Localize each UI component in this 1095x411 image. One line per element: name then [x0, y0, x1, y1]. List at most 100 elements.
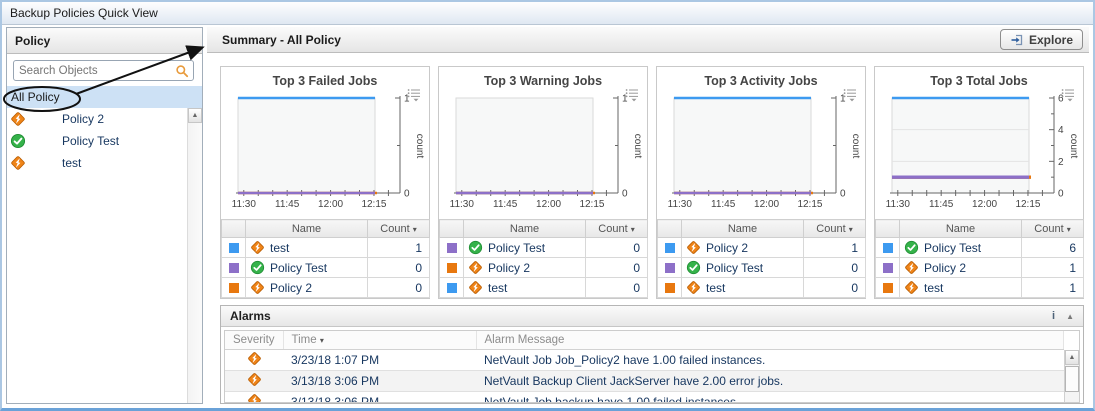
legend-name-header[interactable]: Name — [245, 219, 368, 238]
legend-row-policy-test[interactable]: Policy Test 0 — [439, 237, 648, 258]
chart-menu-icon[interactable] — [843, 88, 858, 102]
legend-name-cell: Policy Test — [899, 237, 1022, 258]
sidebar-item-label: Policy Test — [62, 134, 120, 148]
legend-row-policy-test[interactable]: Policy Test 0 — [221, 257, 430, 278]
card-title: Top 3 Warning Jobs — [483, 74, 603, 88]
policy-warning-icon — [247, 393, 261, 402]
alarms-col-time[interactable]: Time ▾ — [283, 331, 477, 350]
legend-row-policy-test[interactable]: Policy Test 6 — [875, 237, 1084, 258]
legend-name-cell: test — [463, 277, 586, 298]
card-top-3-warning-jobs: Top 3 Warning Jobs 11:30 11:45 12:00 12:15 0 1… — [438, 66, 648, 299]
svg-text:1: 1 — [840, 94, 846, 105]
svg-text:count: count — [632, 134, 643, 159]
series-color-swatch — [446, 283, 457, 294]
card-top-3-total-jobs: Top 3 Total Jobs 11:30 11:45 12:00 12:15 0 2 4 6… — [874, 66, 1084, 299]
legend-name-cell: Policy 2 — [899, 257, 1022, 278]
legend-count-cell: 0 — [585, 257, 648, 278]
legend-swatch-cell — [657, 237, 682, 258]
alarm-row[interactable]: 3/13/18 3:06 PM NetVault Job backup have … — [225, 391, 1064, 402]
legend-swatch-cell — [657, 277, 682, 298]
alarms-col-message[interactable]: Alarm Message — [476, 331, 1064, 350]
card-legend-table: Name Count ▾ Policy Test 0 Policy 2 0 test 0 — [439, 219, 648, 298]
legend-count-cell: 0 — [803, 257, 866, 278]
legend-header-row: Name Count ▾ — [875, 219, 1084, 238]
sidebar-item-policy-test[interactable]: Policy Test — [7, 130, 202, 152]
svg-text:count: count — [414, 134, 425, 159]
policy-warning-icon — [905, 281, 918, 294]
search-row — [7, 54, 202, 86]
legend-count-cell: 0 — [367, 257, 430, 278]
legend-count-header[interactable]: Count ▾ — [803, 219, 866, 238]
sidebar-scrollbar[interactable]: ▲ — [187, 108, 202, 403]
card-title: Top 3 Activity Jobs — [704, 74, 818, 88]
series-color-swatch — [228, 243, 239, 254]
alarms-scrollbar-up-arrow-icon[interactable]: ▲ — [1065, 350, 1079, 365]
chart-top-3-failed-jobs: 11:30 11:45 12:00 12:15 0 1 count — [232, 94, 425, 211]
policy-warning-icon — [11, 112, 25, 126]
sidebar-item-policy-2[interactable]: Policy 2 — [7, 108, 202, 130]
svg-text:6: 6 — [1058, 94, 1064, 105]
svg-text:11:45: 11:45 — [275, 199, 300, 210]
legend-row-test[interactable]: test 0 — [439, 277, 648, 298]
legend-name-header[interactable]: Name — [899, 219, 1022, 238]
legend-swatch-cell — [221, 277, 246, 298]
search-input[interactable] — [13, 60, 194, 81]
series-color-swatch — [446, 263, 457, 274]
legend-count-cell: 1 — [1021, 277, 1084, 298]
top-jobs-cards-row: Top 3 Failed Jobs 11:30 11:45 12:00 12:15 0 1 c… — [207, 53, 1089, 299]
scrollbar-up-arrow-icon[interactable]: ▲ — [188, 108, 202, 123]
alarms-col-severity[interactable]: Severity — [225, 331, 284, 350]
legend-row-test[interactable]: test 1 — [875, 277, 1084, 298]
explore-button-label: Explore — [1028, 32, 1073, 47]
legend-swatch-cell — [439, 257, 464, 278]
legend-count-header[interactable]: Count ▾ — [585, 219, 648, 238]
alarm-row[interactable]: 3/23/18 1:07 PM NetVault Job Job_Policy2 … — [225, 349, 1064, 371]
svg-text:11:30: 11:30 — [232, 199, 257, 210]
legend-header-row: Name Count ▾ — [439, 219, 648, 238]
alarms-scrollbar[interactable]: ▲ — [1064, 350, 1079, 402]
sidebar-item-test[interactable]: test — [7, 152, 202, 174]
svg-text:11:30: 11:30 — [668, 199, 693, 210]
search-icon[interactable] — [175, 64, 189, 78]
alarms-table-container: Severity Time ▾ Alarm Message 3/23/18 1:… — [224, 330, 1080, 403]
policy-warning-icon — [469, 261, 482, 274]
collapse-icon[interactable]: ▲ — [1066, 311, 1074, 321]
policy-warning-icon — [247, 372, 261, 386]
legend-row-test[interactable]: test 0 — [657, 277, 866, 298]
tree-item-all-policy[interactable]: All Policy — [7, 86, 202, 108]
series-color-swatch — [882, 283, 893, 294]
legend-row-policy-test[interactable]: Policy Test 0 — [657, 257, 866, 278]
legend-row-test[interactable]: test 1 — [221, 237, 430, 258]
chart-menu-icon[interactable] — [1061, 88, 1076, 102]
policy-warning-icon — [687, 241, 700, 254]
chart-menu-icon[interactable] — [625, 88, 640, 102]
policy-warning-icon — [905, 261, 918, 274]
policy-sidebar: Policy All Policy Policy 2 Policy Test tes… — [6, 27, 203, 404]
legend-name-header[interactable]: Name — [681, 219, 804, 238]
legend-count-header[interactable]: Count ▾ — [367, 219, 430, 238]
policy-ok-icon — [250, 260, 265, 275]
alarms-scrollbar-thumb[interactable] — [1065, 366, 1079, 392]
legend-count-cell: 6 — [1021, 237, 1084, 258]
svg-text:1: 1 — [622, 94, 628, 105]
chart-menu-icon[interactable] — [407, 88, 422, 102]
series-color-swatch — [664, 243, 675, 254]
series-color-swatch — [228, 263, 239, 274]
legend-name-header[interactable]: Name — [463, 219, 586, 238]
legend-name-cell: test — [899, 277, 1022, 298]
policy-ok-icon — [10, 133, 26, 149]
alarm-row[interactable]: 3/13/18 3:06 PM NetVault Backup Client Ja… — [225, 370, 1064, 392]
legend-count-cell: 0 — [585, 237, 648, 258]
policy-tree: All Policy Policy 2 Policy Test test ▲ — [7, 86, 202, 403]
legend-swatch-header — [221, 219, 246, 238]
svg-text:0: 0 — [622, 189, 628, 200]
legend-name-cell: Policy 2 — [245, 277, 368, 298]
explore-button[interactable]: Explore — [999, 29, 1083, 50]
info-icon[interactable]: i — [1052, 310, 1056, 322]
legend-count-header[interactable]: Count ▾ — [1021, 219, 1084, 238]
